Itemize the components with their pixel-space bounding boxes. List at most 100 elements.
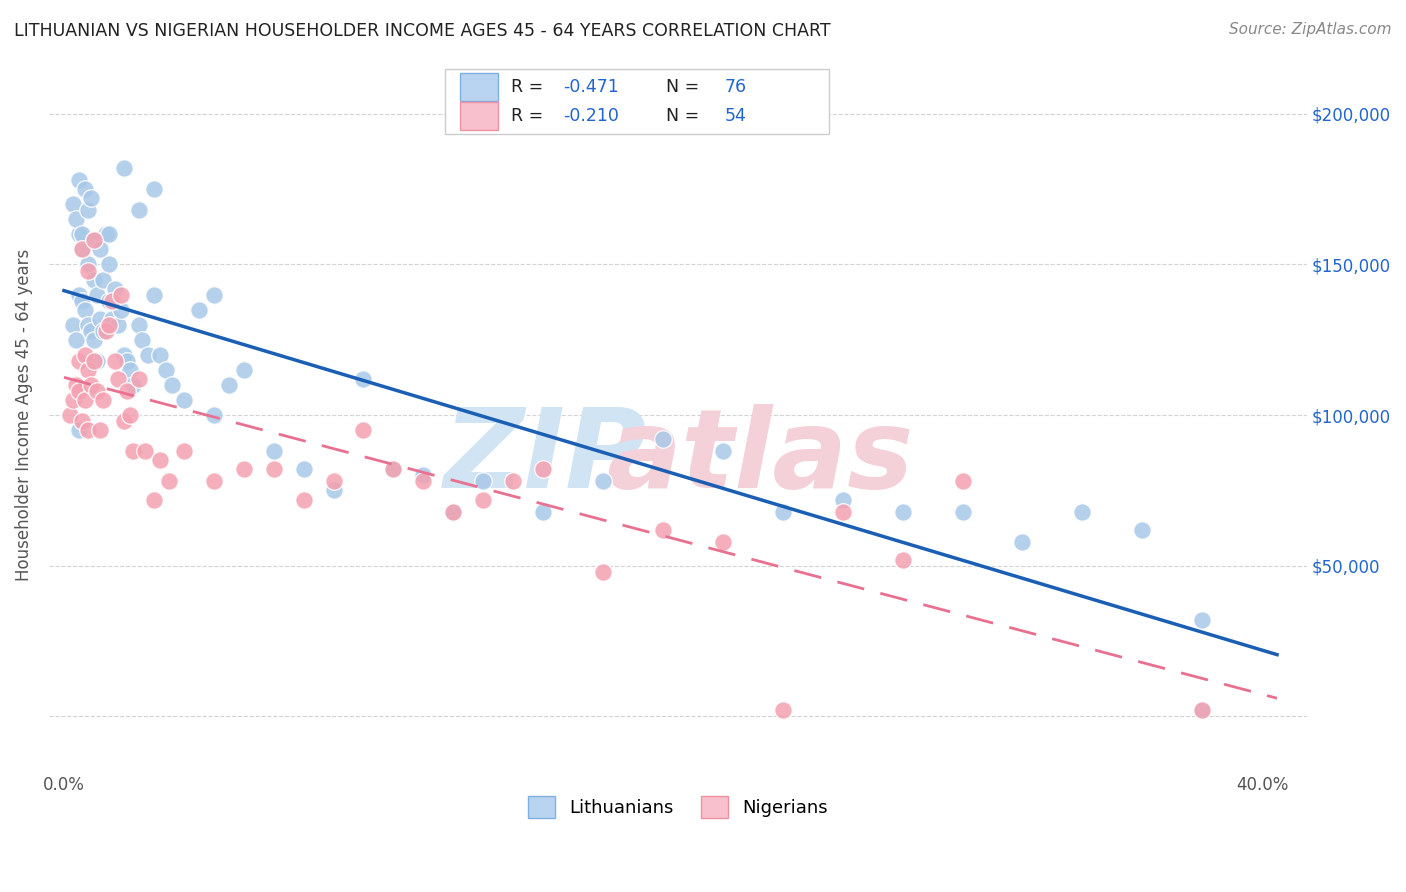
Point bbox=[772, 505, 794, 519]
Point bbox=[202, 475, 225, 489]
Point bbox=[472, 475, 495, 489]
Point bbox=[382, 462, 405, 476]
Point bbox=[67, 287, 90, 301]
Point bbox=[67, 354, 90, 368]
Point bbox=[353, 372, 375, 386]
Point bbox=[83, 233, 105, 247]
Point bbox=[263, 444, 285, 458]
Point bbox=[592, 475, 614, 489]
Point bbox=[62, 318, 84, 332]
Point bbox=[86, 287, 108, 301]
Point bbox=[531, 505, 554, 519]
Point bbox=[73, 348, 96, 362]
Point bbox=[160, 378, 183, 392]
Point bbox=[70, 414, 93, 428]
Point bbox=[67, 227, 90, 242]
Point bbox=[441, 505, 464, 519]
Point bbox=[149, 453, 172, 467]
Point bbox=[121, 444, 143, 458]
Point bbox=[263, 462, 285, 476]
Point bbox=[101, 311, 124, 326]
Point bbox=[173, 444, 195, 458]
Point bbox=[59, 408, 82, 422]
Point bbox=[73, 302, 96, 317]
Point bbox=[89, 423, 111, 437]
Point bbox=[891, 505, 914, 519]
Point bbox=[1071, 505, 1094, 519]
Point bbox=[110, 287, 132, 301]
Point bbox=[592, 565, 614, 579]
Point bbox=[80, 378, 103, 392]
Point bbox=[1191, 703, 1213, 717]
Text: R =: R = bbox=[510, 78, 548, 96]
Point bbox=[711, 444, 734, 458]
Point bbox=[187, 302, 209, 317]
Point bbox=[1011, 534, 1033, 549]
Point bbox=[73, 393, 96, 408]
Point bbox=[502, 475, 524, 489]
Point bbox=[83, 272, 105, 286]
Point bbox=[97, 318, 120, 332]
Point bbox=[115, 384, 138, 398]
Point bbox=[104, 354, 127, 368]
Point bbox=[77, 258, 100, 272]
Point bbox=[142, 182, 165, 196]
Point bbox=[94, 324, 117, 338]
Point bbox=[65, 378, 87, 392]
Point bbox=[128, 203, 150, 218]
Point bbox=[112, 161, 135, 175]
Point bbox=[322, 483, 344, 498]
Text: N =: N = bbox=[655, 107, 704, 125]
Point bbox=[89, 243, 111, 257]
Text: -0.471: -0.471 bbox=[564, 78, 619, 96]
Point bbox=[891, 553, 914, 567]
Point bbox=[94, 227, 117, 242]
Point bbox=[97, 227, 120, 242]
Point bbox=[65, 333, 87, 347]
Point bbox=[202, 287, 225, 301]
Point bbox=[232, 462, 254, 476]
Point bbox=[711, 534, 734, 549]
Y-axis label: Householder Income Ages 45 - 64 years: Householder Income Ages 45 - 64 years bbox=[15, 249, 32, 582]
Point bbox=[77, 318, 100, 332]
Point bbox=[652, 432, 675, 446]
Point bbox=[83, 333, 105, 347]
Point bbox=[831, 505, 853, 519]
Point bbox=[110, 302, 132, 317]
Point bbox=[67, 423, 90, 437]
Point bbox=[91, 324, 114, 338]
Point bbox=[382, 462, 405, 476]
Point bbox=[80, 191, 103, 205]
Point bbox=[128, 318, 150, 332]
Point bbox=[77, 263, 100, 277]
Point bbox=[70, 227, 93, 242]
Point bbox=[142, 287, 165, 301]
Point bbox=[83, 233, 105, 247]
Point bbox=[115, 354, 138, 368]
Point bbox=[1191, 703, 1213, 717]
Point bbox=[91, 393, 114, 408]
Text: -0.210: -0.210 bbox=[564, 107, 620, 125]
Point bbox=[91, 272, 114, 286]
Legend: Lithuanians, Nigerians: Lithuanians, Nigerians bbox=[520, 789, 835, 826]
Point bbox=[218, 378, 240, 392]
Text: atlas: atlas bbox=[606, 404, 914, 511]
Text: LITHUANIAN VS NIGERIAN HOUSEHOLDER INCOME AGES 45 - 64 YEARS CORRELATION CHART: LITHUANIAN VS NIGERIAN HOUSEHOLDER INCOM… bbox=[14, 22, 831, 40]
Text: 54: 54 bbox=[724, 107, 747, 125]
FancyBboxPatch shape bbox=[446, 69, 830, 135]
Point bbox=[62, 197, 84, 211]
Point bbox=[292, 492, 315, 507]
Point bbox=[131, 333, 153, 347]
Point bbox=[441, 505, 464, 519]
Point bbox=[652, 523, 675, 537]
Point bbox=[107, 372, 129, 386]
Point bbox=[322, 475, 344, 489]
Point bbox=[86, 384, 108, 398]
Point bbox=[173, 393, 195, 408]
Point bbox=[121, 378, 143, 392]
Point bbox=[412, 468, 434, 483]
Bar bbox=[460, 102, 498, 130]
Point bbox=[73, 182, 96, 196]
Point bbox=[70, 243, 93, 257]
Point bbox=[232, 363, 254, 377]
